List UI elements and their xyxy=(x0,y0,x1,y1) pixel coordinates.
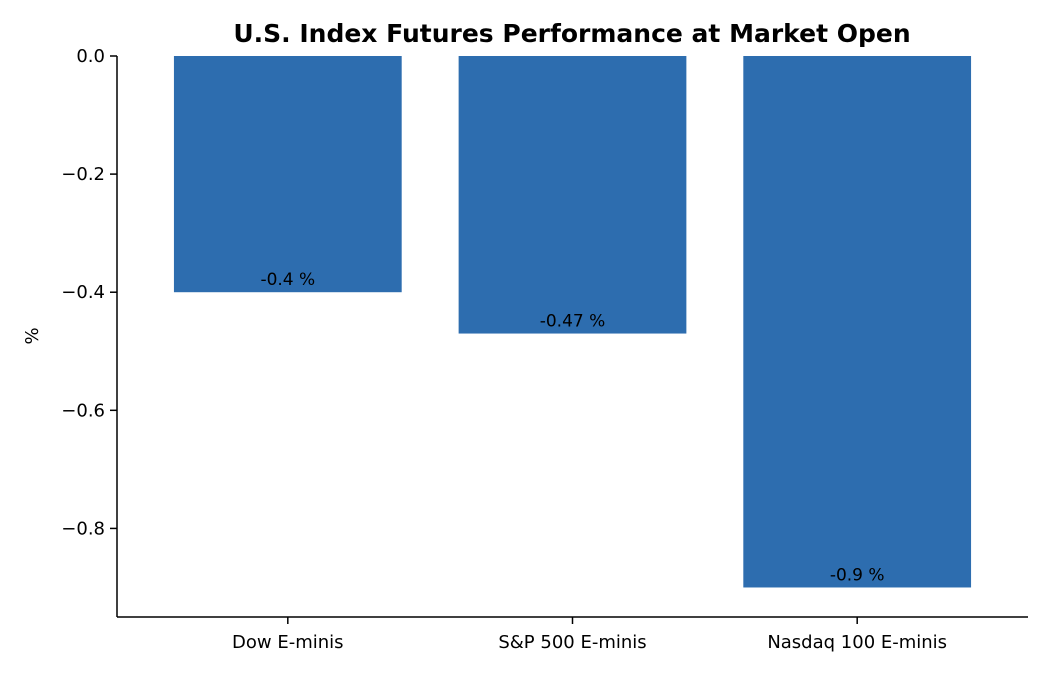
y-axis-ticks: 0.0 −0.2 −0.4 −0.6 −0.8 xyxy=(61,46,117,539)
bar-value-label-1: -0.4 % xyxy=(260,270,315,290)
chart-title: U.S. Index Futures Performance at Market… xyxy=(233,19,910,48)
bar-value-label-2: -0.47 % xyxy=(540,312,606,332)
x-axis-ticks: Dow E-minis S&P 500 E-minis Nasdaq 100 E-m… xyxy=(232,617,947,653)
bars-group xyxy=(173,56,972,588)
y-tick-label: −0.8 xyxy=(61,518,105,539)
y-tick-label: 0.0 xyxy=(76,46,105,67)
bar-value-label-3: -0.9 % xyxy=(830,565,885,585)
x-tick-label: S&P 500 E-minis xyxy=(498,632,646,653)
y-tick-label: −0.6 xyxy=(61,400,105,421)
y-tick-label: −0.4 xyxy=(61,282,105,303)
bar-2 xyxy=(458,56,687,334)
bar-3 xyxy=(743,56,972,588)
y-axis-label: % xyxy=(22,327,43,344)
x-tick-label: Dow E-minis xyxy=(232,632,344,653)
data-labels-group: -0.4 % -0.47 % -0.9 % xyxy=(260,270,884,585)
y-tick-label: −0.2 xyxy=(61,164,105,185)
x-tick-label: Nasdaq 100 E-minis xyxy=(767,632,947,653)
bar-1 xyxy=(173,56,402,293)
